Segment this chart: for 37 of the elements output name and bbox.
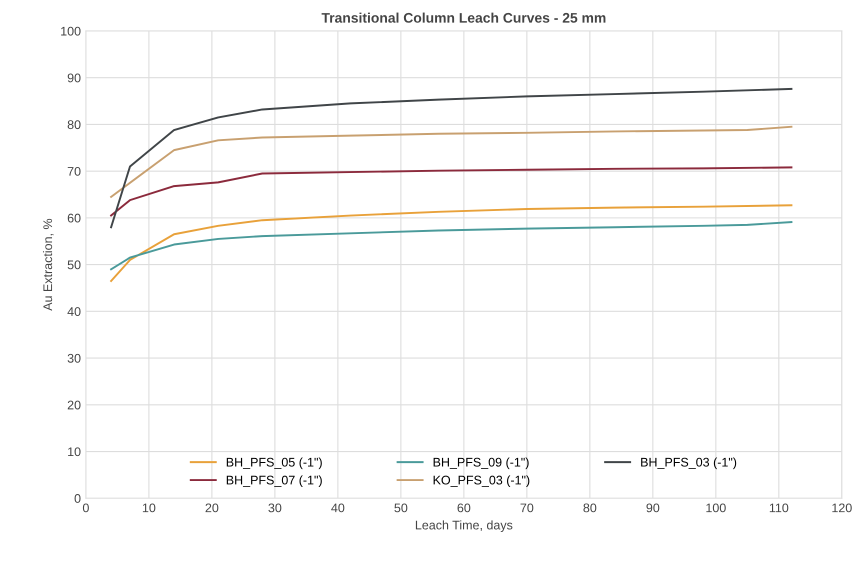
line-series xyxy=(110,126,792,198)
y-tick-label: 30 xyxy=(68,354,81,363)
x-tick-label: 120 xyxy=(832,503,852,512)
line-series xyxy=(110,88,792,228)
x-tick-label: 100 xyxy=(706,503,726,512)
line-series xyxy=(110,166,792,217)
x-tick-label: 70 xyxy=(520,503,534,512)
y-tick-label: 20 xyxy=(68,400,81,410)
x-tick-label: 110 xyxy=(770,503,788,512)
legend-label: KO_PFS_03 (-1") xyxy=(434,475,530,487)
y-tick-label: 80 xyxy=(68,120,81,130)
x-axis-title: Leach Time, days xyxy=(416,520,512,532)
x-tick-label: 90 xyxy=(646,503,660,512)
x-tick-label: 10 xyxy=(142,503,156,512)
y-tick-label: 100 xyxy=(61,26,81,36)
line-series xyxy=(110,204,792,282)
x-tick-label: 50 xyxy=(394,503,408,512)
legend-label: BH_PFS_07 (-1") xyxy=(226,475,322,487)
x-tick-label: 80 xyxy=(583,503,596,512)
x-tick-label: 0 xyxy=(82,503,89,512)
legend-label: BH_PFS_05 (-1") xyxy=(226,457,322,470)
y-tick-label: 40 xyxy=(67,307,81,316)
legend-label: BH_PFS_03 (-1") xyxy=(641,457,736,470)
y-tick-label: 90 xyxy=(68,73,81,82)
y-tick-label: 50 xyxy=(68,260,81,270)
line-series xyxy=(110,221,792,270)
x-tick-label: 30 xyxy=(268,503,282,512)
y-axis-title: Au Extraction, % xyxy=(42,218,54,311)
y-tick-label: 70 xyxy=(68,166,81,176)
x-tick-label: 20 xyxy=(206,503,218,512)
legend-label: BH_PFS_09 (-1") xyxy=(434,457,529,470)
y-tick-label: 10 xyxy=(68,447,81,456)
chart-title: Transitional Column Leach Curves - 25 mm xyxy=(322,12,606,23)
x-tick-label: 40 xyxy=(331,503,344,512)
x-tick-label: 60 xyxy=(458,503,470,512)
y-tick-label: 0 xyxy=(74,494,81,503)
y-tick-label: 60 xyxy=(68,214,81,223)
